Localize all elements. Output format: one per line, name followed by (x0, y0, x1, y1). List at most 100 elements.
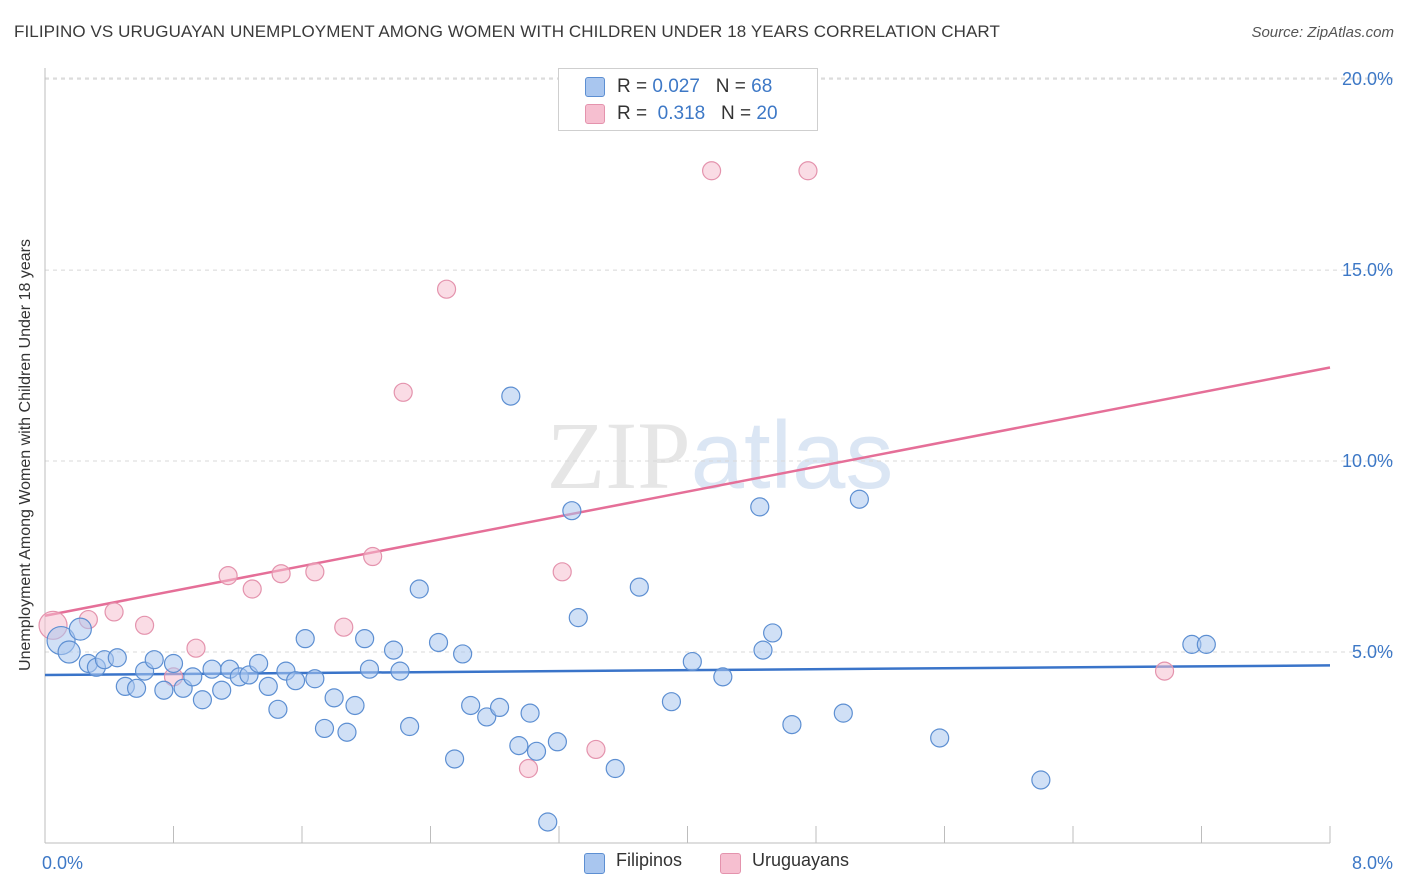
filipinos-point (1196, 634, 1216, 654)
filipinos-point (107, 648, 127, 668)
filipinos-point (144, 650, 164, 670)
filipinos-point (538, 812, 558, 832)
uruguayans-point (186, 638, 206, 658)
r-label: R = (617, 103, 653, 124)
tick-labels: 5.0% 10.0% 15.0% 20.0% 0.0% 8.0% (42, 69, 1393, 873)
filipinos-point (509, 736, 529, 756)
filipinos-point (444, 749, 465, 769)
r-value: 0.318 (657, 103, 706, 124)
n-label: N = (715, 76, 752, 97)
trend-lines (44, 366, 1331, 677)
filipinos-point (547, 732, 567, 752)
filipinos-point (682, 651, 702, 672)
filipinos-point (849, 489, 869, 509)
legend-row-text: R = 0.318 N = 20 (617, 102, 778, 126)
y-axis-label: Unemployment Among Women with Children U… (17, 239, 34, 671)
uruguayans-point (334, 617, 354, 637)
y-tick-label: 5.0% (1352, 642, 1393, 662)
source-label: Source: ZipAtlas.com (1251, 24, 1394, 41)
filipinos-point (324, 688, 344, 708)
y-tick-label: 20.0% (1342, 69, 1393, 89)
chart-title: FILIPINO VS URUGUAYAN UNEMPLOYMENT AMONG… (14, 22, 1000, 41)
uruguayans-point (701, 161, 722, 181)
uruguayans-swatch (720, 853, 741, 874)
filipinos-swatch (585, 77, 605, 97)
x-tick-label: 0.0% (42, 853, 83, 873)
uruguayans-point (218, 566, 238, 586)
legend-label: Uruguayans (752, 850, 850, 870)
uruguayans-trend-line (44, 366, 1331, 617)
filipinos-point (501, 386, 521, 406)
r-value: 0.027 (652, 76, 700, 97)
filipinos-point (629, 577, 649, 597)
uruguayans-point (134, 615, 155, 635)
filipinos-point (477, 707, 497, 727)
x-tick-label: 8.0% (1352, 853, 1393, 873)
filipinos-point (163, 653, 184, 674)
uruguayans-point (271, 564, 291, 584)
filipinos-point (212, 680, 232, 700)
uruguayans-point (393, 382, 413, 402)
filipinos-point (409, 579, 429, 599)
filipinos-point (930, 728, 950, 748)
filipinos-point (782, 714, 802, 735)
filipinos-point (1031, 770, 1051, 790)
filipinos-point (268, 699, 288, 719)
uruguayans-point (104, 602, 124, 622)
filipinos-point (355, 629, 375, 649)
r-label: R = (617, 76, 653, 97)
filipinos-point (568, 608, 588, 628)
filipinos-point (295, 629, 315, 649)
filipinos-point (126, 678, 147, 698)
filipinos-point (202, 659, 222, 679)
uruguayans-point (586, 739, 606, 760)
filipinos-point (605, 758, 625, 779)
filipinos-point (192, 690, 213, 710)
filipinos-point (285, 671, 306, 691)
data-points (38, 161, 1216, 832)
uruguayans-point (1154, 661, 1175, 681)
watermark: ZIPatlas (547, 402, 894, 509)
uruguayans-point (305, 562, 325, 582)
filipinos-point (489, 697, 510, 718)
legend-label: Filipinos (616, 850, 683, 870)
filipinos-point (314, 718, 335, 739)
filipinos-point (763, 623, 783, 643)
uruguayans-point (518, 758, 539, 779)
filipinos-point (400, 716, 420, 737)
filipinos-point (359, 659, 380, 679)
axes (44, 68, 1331, 844)
filipinos-trend-line (44, 664, 1331, 677)
uruguayans-point (242, 579, 262, 599)
filipinos-point (258, 676, 278, 697)
filipinos-point (390, 661, 410, 681)
legend-row-text: R = 0.027 N = 68 (617, 75, 772, 99)
filipinos-swatch (584, 853, 605, 874)
uruguayans-point (436, 279, 457, 299)
filipinos-point (453, 644, 473, 664)
grid (45, 77, 1394, 653)
filipinos-point (154, 680, 174, 700)
filipinos-point (833, 703, 853, 723)
filipinos-point (337, 722, 357, 742)
correlation-legend: R = 0.027 N = 68 R = 0.318 N = 20 (558, 68, 818, 131)
y-tick-label: 10.0% (1342, 451, 1393, 471)
filipinos-point (305, 669, 325, 689)
filipinos-point (661, 692, 682, 712)
filipinos-point (526, 741, 547, 761)
n-value: 68 (751, 76, 773, 97)
filipinos-point (750, 497, 770, 517)
filipinos-point (68, 617, 92, 641)
uruguayans-point (363, 546, 383, 567)
filipinos-point (753, 640, 773, 660)
n-value: 20 (756, 103, 778, 124)
filipinos-point (713, 667, 733, 687)
filipinos-point (345, 695, 365, 716)
filipinos-point (461, 695, 481, 716)
filipinos-point (249, 653, 269, 674)
n-label: N = (721, 103, 757, 124)
filipinos-point (57, 640, 81, 664)
filipinos-point (562, 501, 582, 521)
uruguayans-point (552, 562, 572, 582)
